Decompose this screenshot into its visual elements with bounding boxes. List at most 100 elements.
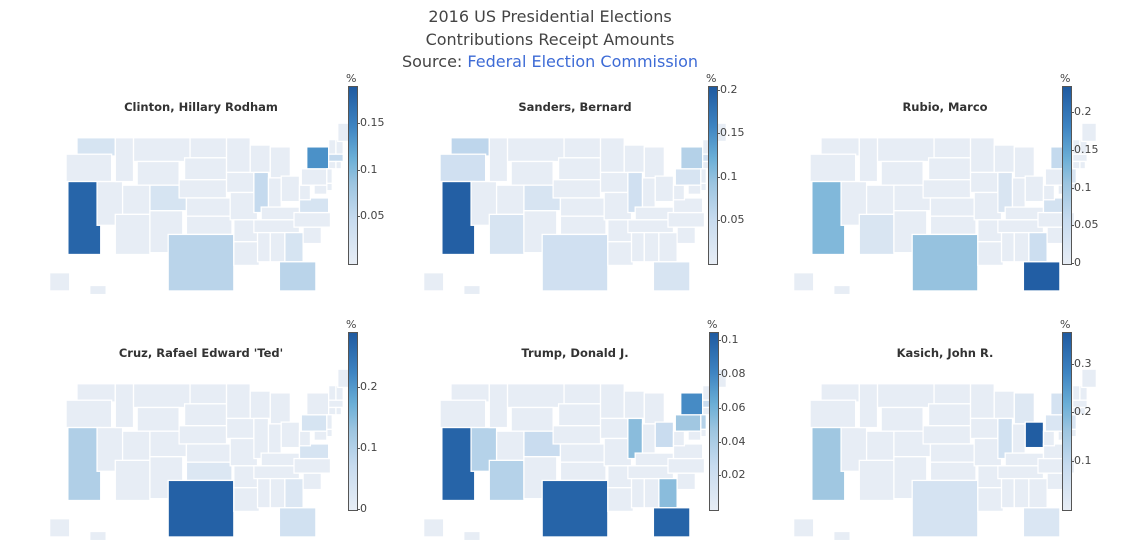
state-la[interactable] (233, 241, 260, 267)
state-nj[interactable] (700, 414, 707, 431)
state-az[interactable] (488, 213, 525, 256)
state-wi[interactable] (993, 390, 1015, 420)
state-ak[interactable] (423, 518, 445, 538)
state-or[interactable] (809, 153, 857, 183)
state-nc[interactable] (293, 211, 332, 228)
state-wy[interactable] (136, 406, 180, 432)
state-ga[interactable] (284, 477, 304, 509)
state-sc[interactable] (302, 472, 322, 491)
state-fl[interactable] (1022, 507, 1061, 538)
state-pa[interactable] (674, 414, 702, 432)
state-ia[interactable] (969, 171, 999, 194)
state-wv[interactable] (298, 184, 312, 201)
state-wv[interactable] (1042, 430, 1056, 447)
state-al[interactable] (643, 477, 660, 509)
state-ut[interactable] (495, 184, 525, 216)
state-ca[interactable] (441, 426, 476, 502)
state-mi[interactable] (643, 392, 665, 425)
state-mt[interactable] (506, 137, 565, 163)
state-la[interactable] (607, 241, 634, 267)
state-mt[interactable] (132, 137, 191, 163)
state-tx[interactable] (167, 479, 235, 538)
state-sd[interactable] (927, 157, 972, 181)
state-nd[interactable] (933, 383, 972, 405)
state-ms[interactable] (1000, 231, 1015, 263)
state-or[interactable] (65, 399, 113, 429)
state-mo[interactable] (603, 191, 633, 221)
state-wa[interactable] (450, 137, 490, 157)
state-tn[interactable] (253, 219, 301, 234)
state-va[interactable] (298, 197, 330, 214)
state-ms[interactable] (256, 231, 271, 263)
state-nd[interactable] (563, 137, 602, 159)
state-la[interactable] (607, 487, 634, 513)
state-mn[interactable] (225, 383, 251, 420)
state-de[interactable] (326, 182, 333, 192)
state-in[interactable] (267, 423, 282, 454)
state-sc[interactable] (302, 226, 322, 245)
state-id[interactable] (858, 383, 879, 429)
state-id[interactable] (858, 137, 879, 183)
state-pa[interactable] (674, 168, 702, 186)
state-fl[interactable] (1022, 261, 1061, 292)
state-nj[interactable] (326, 414, 333, 431)
state-ct[interactable] (328, 406, 337, 416)
state-id[interactable] (114, 137, 135, 183)
state-wi[interactable] (623, 144, 645, 174)
state-az[interactable] (114, 459, 151, 502)
state-de[interactable] (700, 182, 707, 192)
state-hi[interactable] (463, 530, 481, 542)
state-wy[interactable] (510, 406, 554, 432)
state-mo[interactable] (973, 191, 1003, 221)
state-tx[interactable] (541, 479, 609, 538)
state-md[interactable] (313, 184, 328, 195)
state-ia[interactable] (599, 171, 629, 194)
state-ks[interactable] (185, 197, 231, 217)
state-id[interactable] (488, 383, 509, 429)
state-ca[interactable] (67, 180, 102, 256)
state-hi[interactable] (833, 530, 851, 542)
state-al[interactable] (1013, 231, 1030, 263)
state-ok[interactable] (185, 461, 233, 482)
state-id[interactable] (114, 383, 135, 429)
state-ia[interactable] (225, 417, 255, 440)
state-ok[interactable] (559, 461, 607, 482)
state-ne[interactable] (552, 179, 602, 199)
state-tn[interactable] (627, 465, 675, 480)
state-tx[interactable] (167, 233, 235, 292)
state-ut[interactable] (495, 430, 525, 462)
state-ak[interactable] (793, 272, 815, 292)
state-az[interactable] (114, 213, 151, 256)
state-sd[interactable] (183, 403, 228, 427)
state-wa[interactable] (76, 137, 116, 157)
state-ri[interactable] (335, 160, 343, 170)
state-mi[interactable] (269, 146, 291, 179)
state-ga[interactable] (1028, 477, 1048, 509)
state-ok[interactable] (185, 215, 233, 236)
state-or[interactable] (809, 399, 857, 429)
state-ak[interactable] (793, 518, 815, 538)
state-nc[interactable] (667, 457, 706, 474)
state-sc[interactable] (676, 472, 696, 491)
state-mo[interactable] (603, 437, 633, 467)
state-nc[interactable] (293, 457, 332, 474)
state-me[interactable] (1081, 122, 1097, 143)
state-wy[interactable] (880, 160, 924, 186)
state-ri[interactable] (1079, 160, 1087, 170)
state-nc[interactable] (667, 211, 706, 228)
state-ms[interactable] (1000, 477, 1015, 509)
state-la[interactable] (977, 487, 1004, 513)
state-wi[interactable] (249, 390, 271, 420)
state-tx[interactable] (911, 233, 979, 292)
state-sd[interactable] (183, 157, 228, 181)
state-sd[interactable] (927, 403, 972, 427)
state-fl[interactable] (652, 507, 691, 538)
state-wy[interactable] (510, 160, 554, 186)
state-ks[interactable] (559, 443, 605, 463)
state-va[interactable] (298, 443, 330, 460)
state-tx[interactable] (911, 479, 979, 538)
state-or[interactable] (65, 153, 113, 183)
state-ms[interactable] (256, 477, 271, 509)
state-de[interactable] (326, 428, 333, 438)
state-wi[interactable] (249, 144, 271, 174)
